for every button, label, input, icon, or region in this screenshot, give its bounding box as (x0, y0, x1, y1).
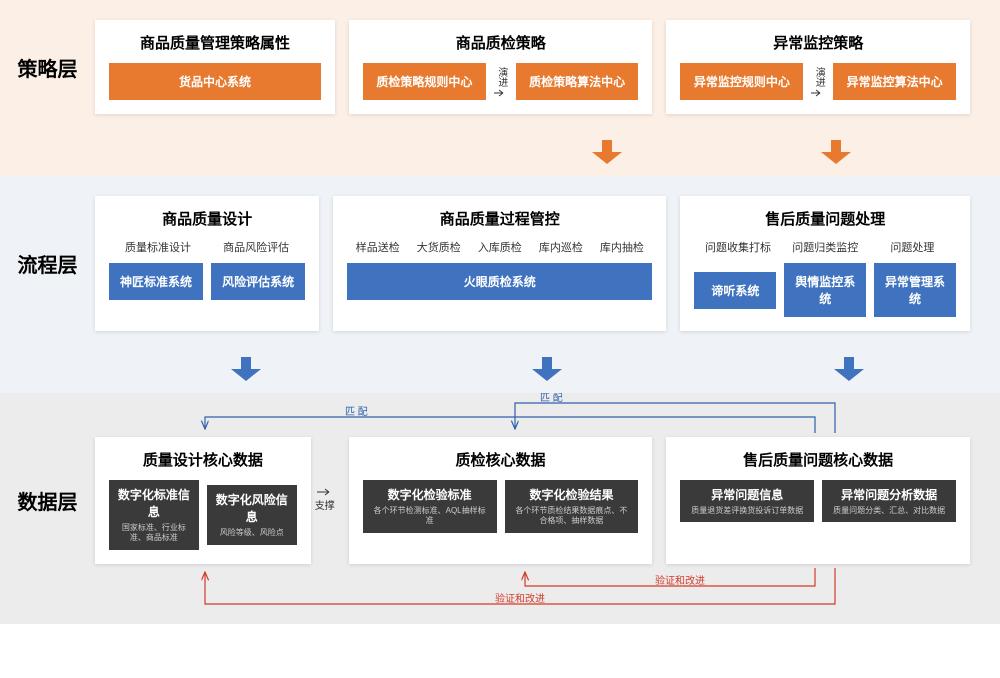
card-title: 质检核心数据 (363, 449, 639, 470)
layer-process: 流程层 商品质量设计 质量标准设计 商品风险评估 神匠标准系统 风险评估系统 商… (0, 176, 1000, 351)
process-card-2: 商品质量过程管控 样品送检 大货质检 入库质检 库内巡检 库内抽检 火眼质检系统 (333, 196, 666, 331)
box-anomaly-algo-center: 异常监控算法中心 (833, 63, 956, 100)
layer-strategy: 策略层 商品质量管理策略属性 货品中心系统 商品质检策略 质检策略规则中心 演进… (0, 0, 1000, 134)
strategy-card-1: 商品质量管理策略属性 货品中心系统 (95, 20, 335, 114)
box-anomaly-analysis: 异常问题分析数据 质量问题分类、汇总、对比数据 (822, 480, 956, 522)
verify-connectors: 验证和改进 验证和改进 (95, 568, 1000, 624)
box-digital-risk-info: 数字化风险信息 风险等级、风险点 (207, 485, 297, 544)
match-label-2: 匹 配 (345, 406, 368, 418)
strategy-content: 商品质量管理策略属性 货品中心系统 商品质检策略 质检策略规则中心 演进 质检策… (95, 20, 970, 114)
card-title: 商品质量过程管控 (347, 208, 652, 229)
arrow-down-icon (592, 140, 622, 164)
box-goods-center: 货品中心系统 (109, 63, 321, 100)
box-anomaly-rule-center: 异常监控规则中心 (680, 63, 803, 100)
box-digital-check-std: 数字化检验标准 各个环节检测标准、AQL抽样标准 (363, 480, 497, 533)
box-digital-std-info: 数字化标准信息 国家标准、行业标准、商品标准 (109, 480, 199, 550)
match-label-1: 匹 配 (540, 393, 563, 404)
arrows-process-to-data (0, 351, 1000, 393)
strategy-card-2: 商品质检策略 质检策略规则中心 演进 质检策略算法中心 (349, 20, 653, 114)
data-card-2: 质检核心数据 数字化检验标准 各个环节检测标准、AQL抽样标准 数字化检验结果 … (349, 437, 653, 564)
card-title: 商品质检策略 (363, 32, 639, 53)
card-title: 异常监控策略 (680, 32, 956, 53)
box-qc-algo-center: 质检策略算法中心 (516, 63, 639, 100)
card-title: 商品质量管理策略属性 (109, 32, 321, 53)
card-title: 质量设计核心数据 (109, 449, 297, 470)
arrow-down-icon (532, 357, 562, 381)
evolve-arrow: 演进 (811, 67, 825, 97)
sublabels: 样品送检 大货质检 入库质检 库内巡检 库内抽检 (347, 239, 652, 255)
verify-label-1: 验证和改进 (655, 574, 705, 587)
process-content: 商品质量设计 质量标准设计 商品风险评估 神匠标准系统 风险评估系统 商品质量过… (95, 196, 970, 331)
arrow-right-icon (811, 89, 825, 97)
box-huoyan-qc: 火眼质检系统 (347, 263, 652, 300)
data-layer-wrapper: 匹 配 匹 配 数据层 质量设计核心数据 数字化标准信息 国家标准、行业标准、商… (0, 393, 1000, 624)
arrow-down-icon (834, 357, 864, 381)
arrows-strategy-to-process (0, 134, 1000, 176)
box-risk-eval: 风险评估系统 (211, 263, 305, 300)
card-title: 售后质量问题处理 (694, 208, 956, 229)
box-anomaly-issue-info: 异常问题信息 质量退货差评换货投诉订单数据 (680, 480, 814, 522)
box-shenjiang-std: 神匠标准系统 (109, 263, 203, 300)
verify-label-2: 验证和改进 (495, 592, 545, 605)
data-content: 质量设计核心数据 数字化标准信息 国家标准、行业标准、商品标准 数字化风险信息 … (95, 437, 970, 564)
arrow-down-icon (821, 140, 851, 164)
box-qc-rule-center: 质检策略规则中心 (363, 63, 486, 100)
process-card-1: 商品质量设计 质量标准设计 商品风险评估 神匠标准系统 风险评估系统 (95, 196, 319, 331)
data-card-3: 售后质量问题核心数据 异常问题信息 质量退货差评换货投诉订单数据 异常问题分析数… (666, 437, 970, 564)
sublabels: 质量标准设计 商品风险评估 (109, 239, 305, 255)
process-card-3: 售后质量问题处理 问题收集打标 问题归类监控 问题处理 谛听系统 舆情监控系统 … (680, 196, 970, 331)
sublabels: 问题收集打标 问题归类监控 问题处理 (694, 239, 956, 255)
layer-data: 数据层 质量设计核心数据 数字化标准信息 国家标准、行业标准、商品标准 数字化风… (0, 433, 1000, 568)
arrow-right-icon (494, 89, 508, 97)
strategy-card-3: 异常监控策略 异常监控规则中心 演进 异常监控算法中心 (666, 20, 970, 114)
support-arrow: 支撑 (315, 488, 335, 512)
box-digital-check-result: 数字化检验结果 各个环节质检结果数据痕点、不合格项、抽样数据 (505, 480, 639, 533)
match-connectors: 匹 配 匹 配 (95, 393, 1000, 433)
box-anomaly-mgmt: 异常管理系统 (874, 263, 956, 317)
verify-lines: 验证和改进 验证和改进 (95, 568, 970, 624)
arrow-right-icon (316, 488, 334, 496)
card-title: 售后质量问题核心数据 (680, 449, 956, 470)
box-opinion-monitor: 舆情监控系统 (784, 263, 866, 317)
arrow-down-icon (231, 357, 261, 381)
evolve-arrow: 演进 (494, 67, 508, 97)
data-card-1: 质量设计核心数据 数字化标准信息 国家标准、行业标准、商品标准 数字化风险信息 … (95, 437, 311, 564)
card-title: 商品质量设计 (109, 208, 305, 229)
layer-label-process: 流程层 (0, 249, 95, 278)
layer-label-data: 数据层 (0, 486, 95, 515)
match-lines: 匹 配 匹 配 (95, 393, 970, 433)
layer-label-strategy: 策略层 (0, 53, 95, 82)
box-diting: 谛听系统 (694, 272, 776, 309)
